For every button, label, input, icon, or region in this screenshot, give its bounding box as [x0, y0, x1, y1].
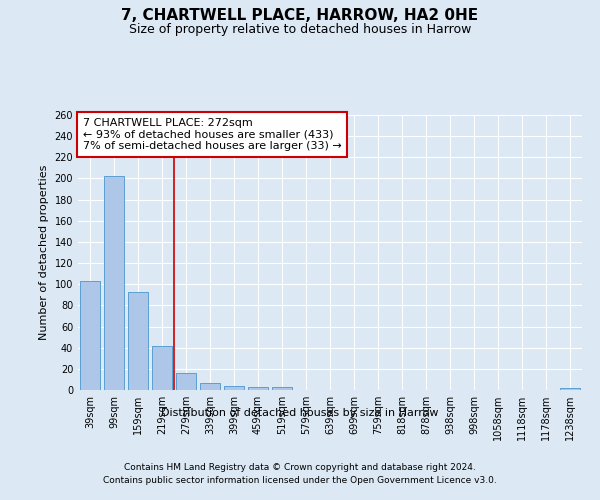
Bar	[560, 388, 580, 390]
Bar	[224, 386, 244, 390]
Text: Distribution of detached houses by size in Harrow: Distribution of detached houses by size …	[161, 408, 439, 418]
Bar	[152, 346, 172, 390]
Y-axis label: Number of detached properties: Number of detached properties	[39, 165, 49, 340]
Text: Contains HM Land Registry data © Crown copyright and database right 2024.: Contains HM Land Registry data © Crown c…	[124, 462, 476, 471]
Text: Contains public sector information licensed under the Open Government Licence v3: Contains public sector information licen…	[103, 476, 497, 485]
Bar	[128, 292, 148, 390]
Bar	[176, 373, 196, 390]
Bar	[104, 176, 124, 390]
Text: 7, CHARTWELL PLACE, HARROW, HA2 0HE: 7, CHARTWELL PLACE, HARROW, HA2 0HE	[121, 8, 479, 22]
Text: 7 CHARTWELL PLACE: 272sqm
← 93% of detached houses are smaller (433)
7% of semi-: 7 CHARTWELL PLACE: 272sqm ← 93% of detac…	[83, 118, 342, 151]
Bar	[272, 387, 292, 390]
Text: Size of property relative to detached houses in Harrow: Size of property relative to detached ho…	[129, 22, 471, 36]
Bar	[248, 387, 268, 390]
Bar	[200, 382, 220, 390]
Bar	[80, 281, 100, 390]
